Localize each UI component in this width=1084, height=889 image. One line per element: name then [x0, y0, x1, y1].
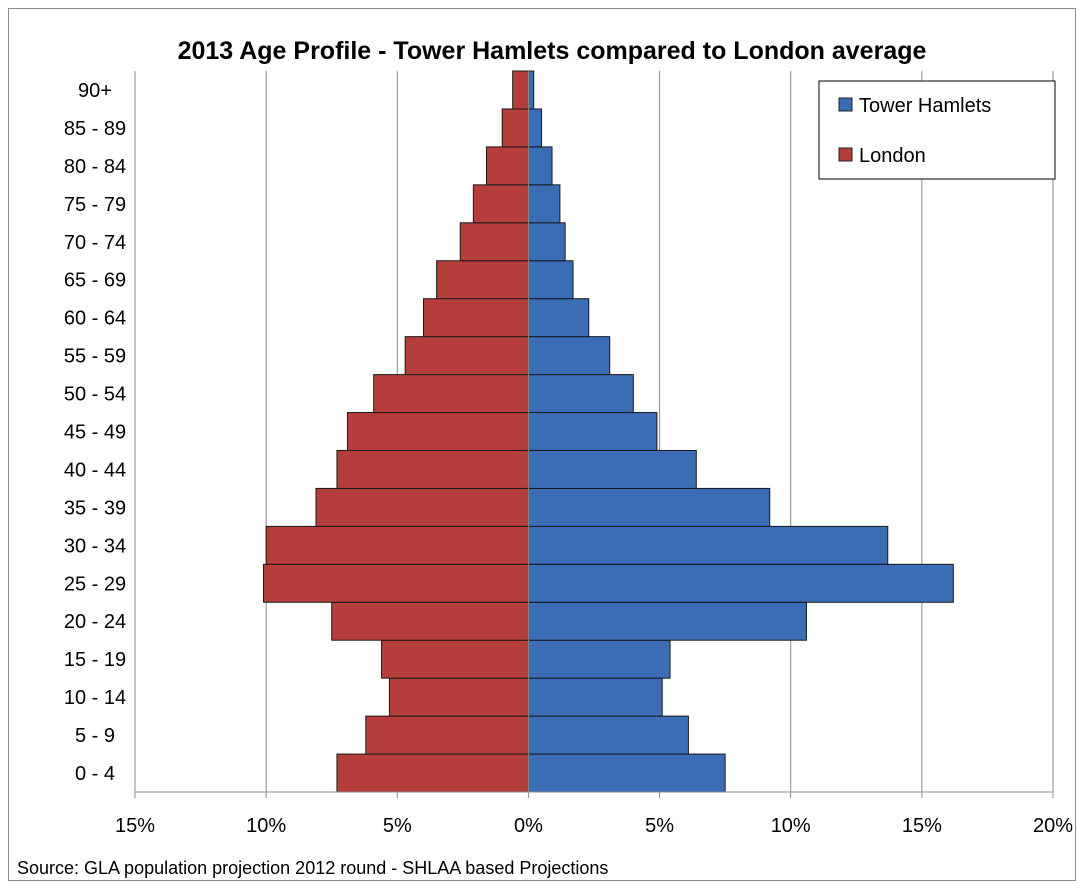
y-tick-label: 5 - 9	[75, 725, 115, 747]
bar-london-4	[331, 601, 529, 641]
y-tick-label: 80 - 84	[64, 156, 126, 178]
bar-london-5	[263, 563, 529, 603]
y-tick-label: 25 - 29	[64, 573, 126, 595]
bar-london-17	[501, 108, 529, 148]
y-tick-label: 20 - 24	[64, 611, 126, 633]
y-tick-label: 45 - 49	[64, 422, 126, 444]
y-tick-label: 65 - 69	[64, 270, 126, 292]
bar-tower-hamlets-18	[527, 70, 535, 110]
bar-london-11	[404, 336, 529, 376]
bar-london-16	[485, 146, 529, 186]
y-tick-label: 60 - 64	[64, 308, 126, 330]
y-tick-label: 15 - 19	[64, 649, 126, 671]
bar-tower-hamlets-10	[527, 374, 634, 414]
chart-source: Source: GLA population projection 2012 r…	[17, 858, 608, 878]
bar-london-12	[423, 298, 529, 338]
bar-tower-hamlets-9	[527, 412, 658, 451]
bar-tower-hamlets-8	[527, 449, 697, 489]
bar-tower-hamlets-11	[527, 336, 611, 376]
chart-canvas: 2013 Age Profile - Tower Hamlets compare…	[17, 37, 1073, 878]
y-tick-label: 70 - 74	[64, 232, 126, 254]
x-tick-label: 5%	[383, 815, 412, 837]
bar-london-13	[436, 260, 529, 300]
bar-tower-hamlets-16	[527, 146, 553, 186]
axes	[134, 71, 1054, 798]
bar-london-8	[336, 449, 529, 489]
y-tick-label: 75 - 79	[64, 194, 126, 216]
y-tick-label: 0 - 4	[75, 763, 115, 785]
bar-tower-hamlets-5	[527, 563, 954, 603]
bar-tower-hamlets-2	[527, 677, 663, 717]
bar-london-1	[365, 715, 529, 755]
legend-box	[818, 80, 1056, 180]
x-tick-label: 10%	[246, 815, 286, 837]
bar-tower-hamlets-0	[527, 753, 726, 793]
bar-tower-hamlets-4	[527, 601, 807, 641]
bar-london-2	[388, 677, 529, 717]
x-tick-label: 20%	[1033, 815, 1073, 837]
y-tick-label: 50 - 54	[64, 384, 126, 406]
bar-london-9	[346, 412, 529, 451]
legend-swatch-london	[838, 147, 853, 162]
bar-tower-hamlets-17	[527, 108, 543, 148]
y-tick-labels: 0 - 4 5 - 9 10 - 14 15 - 19 20 - 24 25 - 29 30…	[64, 80, 126, 785]
legend: Tower Hamlets London	[818, 80, 1056, 180]
bar-tower-hamlets-7	[527, 487, 771, 527]
bar-london-18	[512, 70, 529, 110]
y-tick-label: 90+	[78, 80, 112, 102]
bar-tower-hamlets-6	[527, 525, 889, 565]
bar-london-7	[315, 487, 529, 527]
x-tick-label: 5%	[645, 815, 674, 837]
x-tick-label: 0%	[514, 815, 543, 837]
x-tick-labels: 15% 10% 5% 0% 5% 10% 15% 20%	[115, 815, 1073, 837]
bar-tower-hamlets-3	[527, 639, 671, 679]
bar-tower-hamlets-15	[527, 184, 561, 224]
bar-london-14	[459, 222, 529, 262]
bar-tower-hamlets-13	[527, 260, 574, 300]
y-tick-label: 30 - 34	[64, 535, 126, 557]
chart-title: 2013 Age Profile - Tower Hamlets compare…	[178, 37, 927, 65]
y-tick-label: 55 - 59	[64, 346, 126, 368]
y-tick-label: 10 - 14	[64, 687, 126, 709]
bars	[263, 70, 954, 793]
bar-london-0	[336, 753, 529, 793]
y-tick-label: 35 - 39	[64, 497, 126, 519]
bar-tower-hamlets-12	[527, 298, 590, 338]
chart-frame: 2013 Age Profile - Tower Hamlets compare…	[8, 8, 1076, 881]
grid-lines	[265, 71, 1054, 792]
bar-london-10	[373, 374, 529, 414]
x-tick-label: 15%	[115, 815, 155, 837]
bar-london-3	[381, 639, 529, 679]
legend-swatch-tower-hamlets	[838, 97, 853, 112]
bar-tower-hamlets-14	[527, 222, 566, 262]
y-tick-label: 85 - 89	[64, 118, 126, 140]
x-tick-label: 15%	[902, 815, 942, 837]
bar-london-6	[265, 525, 529, 565]
legend-label-london: London	[859, 145, 926, 167]
bar-london-15	[472, 184, 529, 224]
y-tick-label: 40 - 44	[64, 459, 126, 481]
legend-label-tower-hamlets: Tower Hamlets	[859, 95, 991, 117]
x-tick-label: 10%	[771, 815, 811, 837]
bar-tower-hamlets-1	[527, 715, 689, 755]
